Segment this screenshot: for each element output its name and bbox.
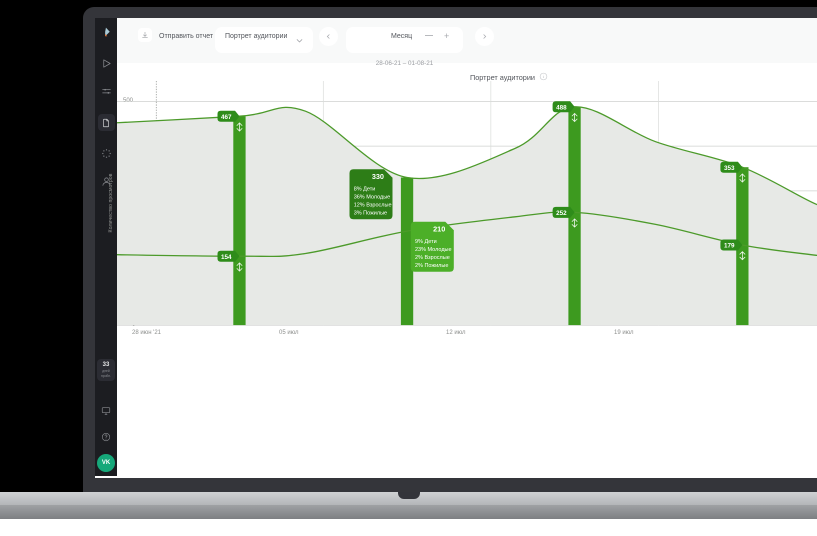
svg-text:330: 330 <box>372 172 384 181</box>
svg-text:252: 252 <box>556 210 567 217</box>
svg-text:488: 488 <box>556 104 567 111</box>
svg-text:2% Взрослые: 2% Взрослые <box>415 255 450 261</box>
svg-text:9% Дети: 9% Дети <box>415 239 437 245</box>
svg-text:8% Дети: 8% Дети <box>354 186 376 192</box>
svg-text:2% Пожилые: 2% Пожилые <box>415 263 448 269</box>
svg-text:353: 353 <box>724 165 735 172</box>
svg-text:179: 179 <box>724 243 735 250</box>
svg-text:210: 210 <box>433 225 445 234</box>
svg-text:154: 154 <box>221 254 232 261</box>
svg-text:36% Молодые: 36% Молодые <box>354 194 391 200</box>
svg-text:467: 467 <box>221 114 232 121</box>
svg-text:3% Пожилые: 3% Пожилые <box>354 210 387 216</box>
svg-text:12% Взрослые: 12% Взрослые <box>354 202 392 208</box>
svg-text:23% Молодые: 23% Молодые <box>415 247 452 253</box>
